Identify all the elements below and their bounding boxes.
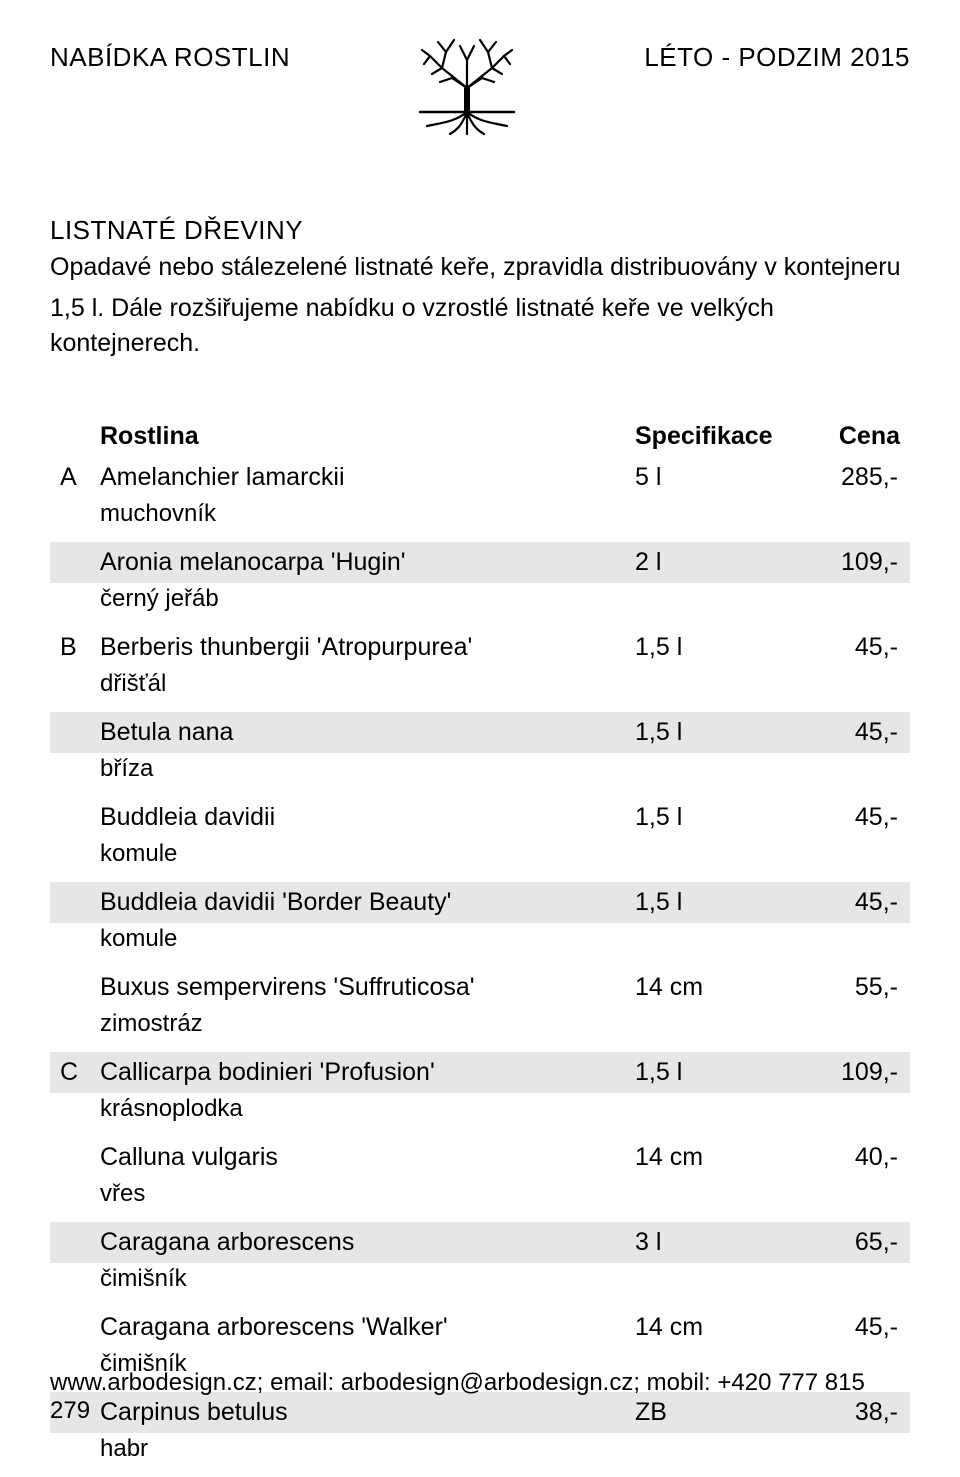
row-common-name: bříza [100, 753, 910, 797]
col-header-price: Cena [800, 416, 910, 457]
row-plant-name: Caragana arborescens [100, 1222, 635, 1263]
col-header-name: Rostlina [100, 416, 635, 457]
row-letter: B [50, 627, 100, 668]
row-common-name: komule [100, 923, 910, 967]
table-subrow: černý jeřáb [50, 583, 910, 627]
row-plant-name: Buxus sempervirens 'Suffruticosa' [100, 967, 635, 1008]
row-spec: 14 cm [635, 1137, 800, 1178]
table-row: Aronia melanocarpa 'Hugin'2 l109,- [50, 542, 910, 583]
row-common-name: muchovník [100, 498, 910, 542]
row-price: 45,- [800, 1307, 910, 1348]
table-header-row: Rostlina Specifikace Cena [50, 416, 910, 457]
row-price: 40,- [800, 1137, 910, 1178]
row-spec: 1,5 l [635, 712, 800, 753]
row-price: 45,- [800, 882, 910, 923]
row-letter [50, 1307, 100, 1348]
table-subrow: vřes [50, 1178, 910, 1222]
row-price: 285,- [800, 457, 910, 498]
row-price: 65,- [800, 1222, 910, 1263]
row-letter [50, 1137, 100, 1178]
table-subrow: komule [50, 838, 910, 882]
row-plant-name: Callicarpa bodinieri 'Profusion' [100, 1052, 635, 1093]
row-price: 55,- [800, 967, 910, 1008]
row-spec: 5 l [635, 457, 800, 498]
row-letter [50, 882, 100, 923]
table-row: Buddleia davidii 'Border Beauty'1,5 l45,… [50, 882, 910, 923]
table-row: BBerberis thunbergii 'Atropurpurea'1,5 l… [50, 627, 910, 668]
table-row: AAmelanchier lamarckii5 l285,- [50, 457, 910, 498]
plant-table: Rostlina Specifikace Cena AAmelanchier l… [50, 416, 910, 1477]
row-plant-name: Buddleia davidii [100, 797, 635, 838]
table-subrow: čimišník [50, 1263, 910, 1307]
row-common-name: komule [100, 838, 910, 882]
table-row: Calluna vulgaris14 cm40,- [50, 1137, 910, 1178]
row-letter [50, 712, 100, 753]
row-price: 45,- [800, 797, 910, 838]
table-subrow: zimostráz [50, 1008, 910, 1052]
row-price: 45,- [800, 712, 910, 753]
row-price: 45,- [800, 627, 910, 668]
row-spec: 1,5 l [635, 882, 800, 923]
table-subrow: komule [50, 923, 910, 967]
row-plant-name: Caragana arborescens 'Walker' [100, 1307, 635, 1348]
header-title-left: NABÍDKA ROSTLIN [50, 30, 290, 73]
row-plant-name: Buddleia davidii 'Border Beauty' [100, 882, 635, 923]
table-subrow: bříza [50, 753, 910, 797]
row-letter: A [50, 457, 100, 498]
section-desc-line2: 1,5 l. Dále rozšiřujeme nabídku o vzrost… [50, 291, 910, 361]
row-common-name: černý jeřáb [100, 583, 910, 627]
row-spec: 14 cm [635, 1307, 800, 1348]
tree-icon [402, 30, 532, 145]
row-letter [50, 797, 100, 838]
table-subrow: dřišťál [50, 668, 910, 712]
table-row: CCallicarpa bodinieri 'Profusion'1,5 l10… [50, 1052, 910, 1093]
row-price: 109,- [800, 542, 910, 583]
page-footer: www.arbodesign.cz; email: arbodesign@arb… [50, 1369, 910, 1425]
row-spec: 1,5 l [635, 1052, 800, 1093]
row-plant-name: Berberis thunbergii 'Atropurpurea' [100, 627, 635, 668]
table-row: Betula nana1,5 l45,- [50, 712, 910, 753]
col-header-spec: Specifikace [635, 416, 800, 457]
table-subrow: habr [50, 1433, 910, 1477]
table-subrow: muchovník [50, 498, 910, 542]
row-common-name: dřišťál [100, 668, 910, 712]
row-spec: 14 cm [635, 967, 800, 1008]
row-common-name: krásnoplodka [100, 1093, 910, 1137]
row-spec: 2 l [635, 542, 800, 583]
row-letter [50, 967, 100, 1008]
row-letter: C [50, 1052, 100, 1093]
table-row: Caragana arborescens3 l65,- [50, 1222, 910, 1263]
row-spec: 1,5 l [635, 627, 800, 668]
page-header: NABÍDKA ROSTLIN [50, 30, 910, 145]
row-common-name: zimostráz [100, 1008, 910, 1052]
section-title: LISTNATÉ DŘEVINY [50, 215, 910, 246]
table-subrow: krásnoplodka [50, 1093, 910, 1137]
row-plant-name: Betula nana [100, 712, 635, 753]
row-plant-name: Calluna vulgaris [100, 1137, 635, 1178]
header-title-right: LÉTO - PODZIM 2015 [644, 30, 910, 73]
row-letter [50, 542, 100, 583]
section-desc-line1: Opadavé nebo stálezelené listnaté keře, … [50, 250, 910, 285]
row-common-name: habr [100, 1433, 910, 1477]
row-price: 109,- [800, 1052, 910, 1093]
row-plant-name: Amelanchier lamarckii [100, 457, 635, 498]
table-row: Buddleia davidii1,5 l45,- [50, 797, 910, 838]
row-common-name: vřes [100, 1178, 910, 1222]
row-spec: 1,5 l [635, 797, 800, 838]
row-spec: 3 l [635, 1222, 800, 1263]
row-plant-name: Aronia melanocarpa 'Hugin' [100, 542, 635, 583]
table-row: Buxus sempervirens 'Suffruticosa'14 cm55… [50, 967, 910, 1008]
row-common-name: čimišník [100, 1263, 910, 1307]
table-row: Caragana arborescens 'Walker'14 cm45,- [50, 1307, 910, 1348]
row-letter [50, 1222, 100, 1263]
col-header-letter [50, 416, 100, 457]
